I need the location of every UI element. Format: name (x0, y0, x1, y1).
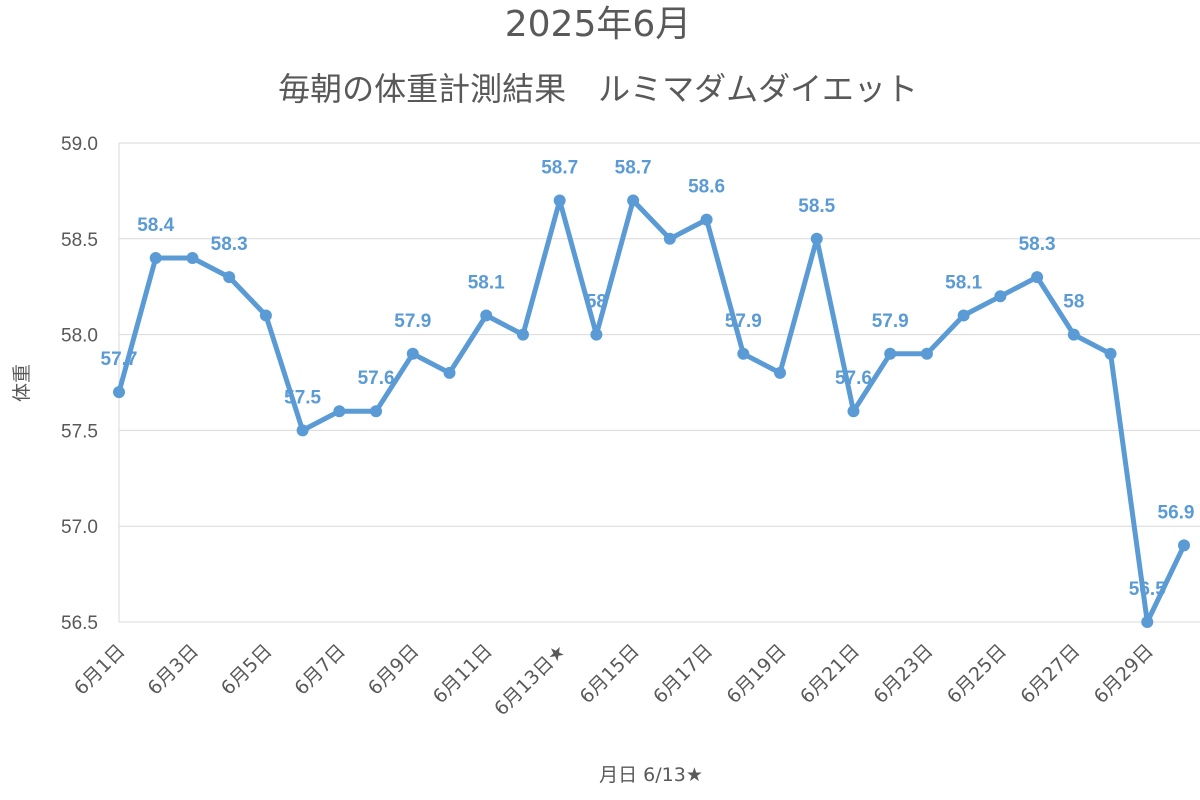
data-point (774, 366, 787, 379)
y-tick-label: 59.0 (61, 134, 98, 155)
data-point (370, 405, 383, 418)
data-point (296, 424, 309, 437)
data-label: 57.5 (284, 387, 321, 408)
data-label: 58.5 (798, 196, 835, 217)
x-tick-label: 6月11日 (429, 640, 497, 708)
data-point (333, 405, 346, 418)
y-tick-label: 58.0 (61, 326, 98, 347)
data-point (810, 232, 823, 245)
data-label: 58.3 (1019, 234, 1056, 255)
x-tick-label: 6月25日 (943, 640, 1011, 708)
x-tick-label: 6月5日 (217, 640, 277, 700)
x-tick-label: 6月1日 (70, 640, 130, 700)
data-point (627, 194, 640, 207)
x-tick-label: 6月15日 (576, 640, 644, 708)
data-point (113, 386, 125, 399)
data-point (1141, 616, 1154, 628)
data-point (663, 232, 676, 245)
y-axis-title: 体重 (11, 364, 33, 402)
data-point (700, 213, 713, 226)
data-label: 58 (586, 292, 607, 313)
data-point (847, 405, 860, 418)
data-point (1178, 539, 1190, 552)
data-label: 56.5 (1129, 579, 1166, 600)
chart-subtitle: 毎朝の体重計測結果 ルミマダムダイエット (278, 70, 918, 108)
data-point (223, 271, 236, 284)
data-point (553, 194, 566, 207)
x-tick-label: 6月21日 (796, 640, 864, 708)
data-point (920, 347, 933, 360)
x-tick-label: 6月7日 (290, 640, 350, 700)
series-line (116, 198, 1187, 625)
y-tick-label: 57.0 (61, 517, 98, 538)
data-label: 57.6 (835, 368, 872, 389)
data-label: 57.9 (725, 311, 762, 332)
x-tick-label: 6月17日 (649, 640, 717, 708)
data-point (590, 328, 603, 341)
data-point (149, 251, 162, 264)
y-tick-label: 57.5 (61, 421, 98, 442)
data-point (994, 290, 1007, 303)
data-label: 58 (1063, 292, 1084, 313)
x-tick-label: 6月13日★ (490, 640, 570, 720)
data-label: 57.9 (394, 311, 431, 332)
x-tick-label: 6月29日 (1090, 640, 1158, 708)
weight-series (113, 194, 1190, 628)
gridlines (118, 142, 1200, 623)
x-tick-label: 6月27日 (1016, 640, 1084, 708)
data-point (516, 328, 529, 341)
data-label: 58.6 (688, 177, 725, 198)
data-point (957, 309, 970, 322)
data-label: 58.1 (468, 272, 505, 293)
data-point (259, 309, 272, 322)
chart-title: 2025年6月 (505, 4, 692, 45)
data-labels: 57.7 58.4 58.3 57.5 57.6 57.9 58.1 58.7 58 58.7 58… (101, 157, 1195, 600)
data-point (737, 347, 750, 360)
y-axis-ticks: 56.5 57.0 57.5 58.0 58.5 59.0 (61, 134, 98, 634)
data-label: 58.3 (211, 234, 248, 255)
data-label: 58.7 (541, 157, 578, 178)
data-point (443, 366, 456, 379)
x-axis-title: 月日 6/13★ (599, 764, 703, 786)
data-point (480, 309, 493, 322)
data-point (1104, 347, 1117, 360)
data-point (186, 251, 199, 264)
data-label: 58.1 (945, 272, 982, 293)
y-tick-label: 56.5 (61, 613, 98, 634)
data-label: 57.7 (101, 349, 138, 370)
data-label: 56.9 (1158, 502, 1195, 523)
data-label: 58.7 (615, 157, 652, 178)
x-tick-label: 6月23日 (869, 640, 937, 708)
x-tick-label: 6月19日 (722, 640, 790, 708)
y-tick-label: 58.5 (61, 230, 98, 251)
data-point (1031, 271, 1044, 284)
data-label: 58.4 (137, 215, 174, 236)
data-label: 57.9 (872, 311, 909, 332)
x-tick-label: 6月9日 (364, 640, 424, 700)
data-point (406, 347, 419, 360)
x-tick-label: 6月3日 (143, 640, 203, 700)
data-point (1067, 328, 1080, 341)
data-label: 57.6 (358, 368, 395, 389)
data-point (884, 347, 897, 360)
